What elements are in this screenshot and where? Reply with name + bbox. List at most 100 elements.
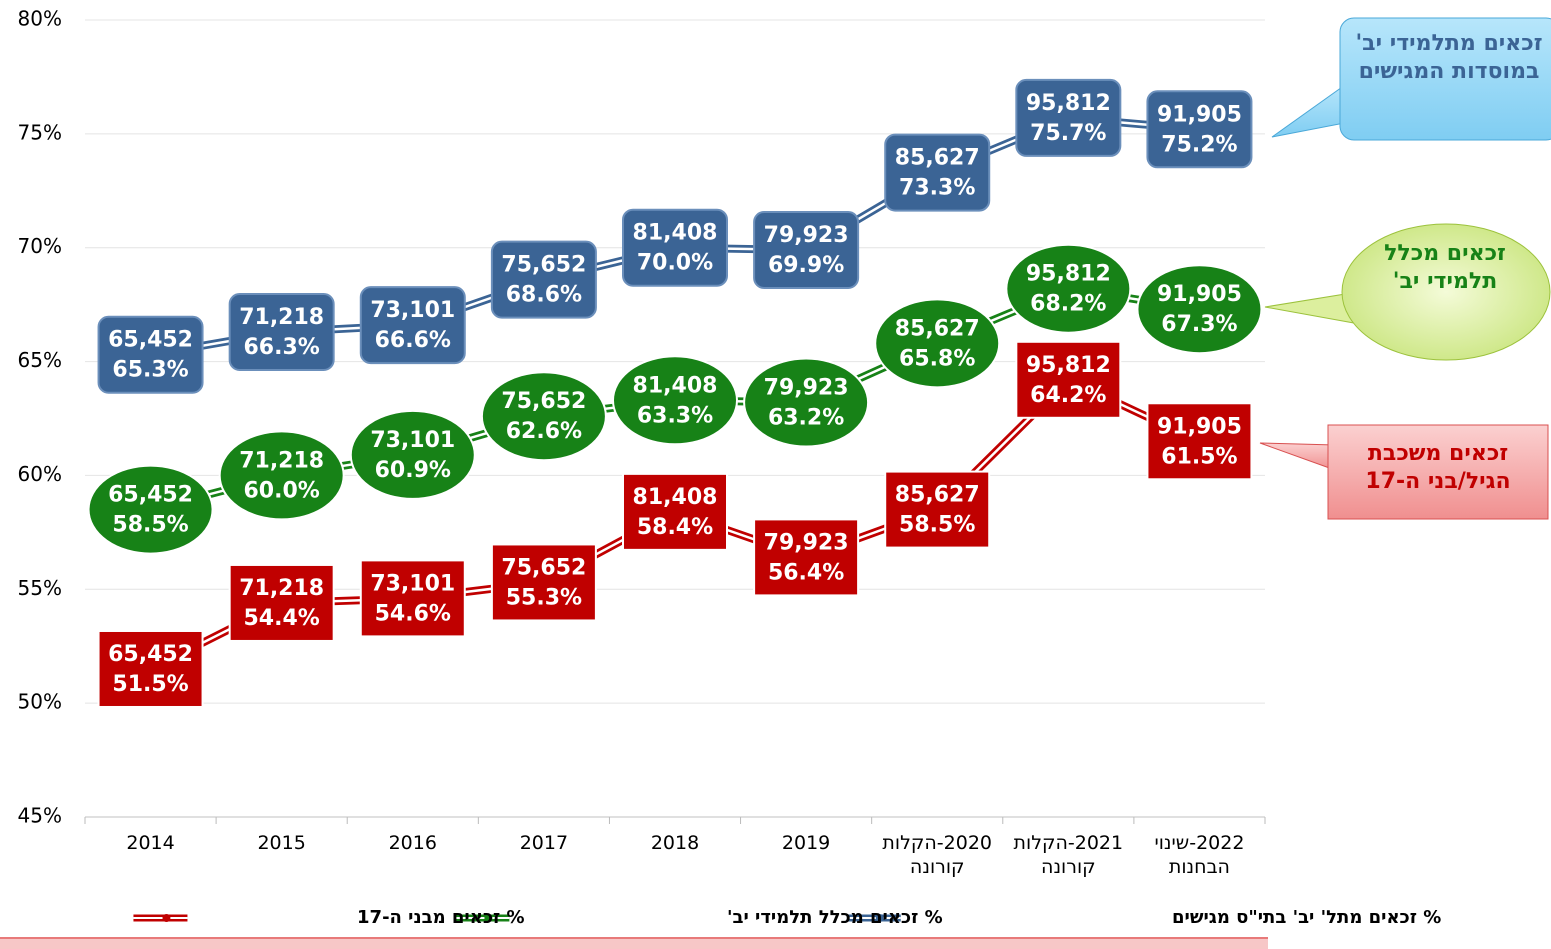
data-label-bg [97,629,204,708]
count-label: 95,812 [1026,262,1111,287]
callout-box [1339,17,1551,141]
count-label: 81,408 [633,373,718,398]
y-tick-label: 80% [18,7,62,31]
data-label: 66.3% [244,335,320,360]
count-label: 65,452 [108,328,193,353]
callout-box [1327,424,1549,520]
legend-label: % זכאים מבני ה-17 [357,907,525,928]
data-label-bg [884,470,991,549]
x-tick-label: 2019 [781,832,831,854]
data-label-bg [97,315,204,394]
count-label: 85,627 [895,146,980,171]
data-label: 68.2% [1030,292,1106,317]
count-label: 65,452 [108,642,193,667]
data-label-bg [1146,402,1253,481]
y-tick-label: 45% [18,804,62,828]
y-tick-label: 70% [18,234,62,258]
count-label: 75,652 [501,555,586,580]
data-label-bg [1015,340,1122,419]
x-tick-label-box: 2022-שינוי הבחנות [1154,832,1245,878]
data-label: 75.2% [1161,132,1237,157]
data-label: 62.6% [506,419,582,444]
data-label: 65.8% [899,346,975,371]
data-label: 60.9% [375,458,451,483]
legend-marker [875,914,884,922]
callout-box [1341,223,1551,361]
data-label: 63.2% [768,406,844,431]
legend-label: % זכאים מתל' יב' בתי"ס מגישים [1172,907,1441,928]
count-label: 73,101 [370,428,455,453]
count-label: 81,408 [633,485,718,510]
x-tick-label-box: 2016 [388,832,437,854]
data-label: 56.4% [768,560,844,585]
count-label: 95,812 [1026,91,1111,116]
data-label: 54.6% [375,601,451,626]
count-label: 65,452 [108,483,193,508]
annotation-box: זכאים מכלל תלמידי יב' [1384,241,1506,294]
count-label: 71,218 [239,448,324,473]
data-label: 67.3% [1161,312,1237,337]
annotation: זכאים מכלל תלמידי יב' [1384,241,1506,294]
data-label-bg [874,298,1001,389]
data-label-bg [359,286,466,365]
legend-label: % זכאים מכלל תלמידי יב' [727,907,943,928]
count-label: 79,923 [764,530,849,555]
count-label: 71,218 [239,576,324,601]
data-label-bg [753,518,860,597]
annotation: זכאים משכבת הגיל/בני ה-17 [1365,441,1511,494]
x-tick-label-box: 2019 [781,832,831,854]
callout-pointer [1259,442,1336,471]
x-tick-label: 2014 [126,832,175,854]
x-tick-label-box: 2021-הקלות קורונה [1013,832,1124,878]
data-label-bg [87,464,214,555]
data-label: 64.2% [1030,383,1106,408]
data-label-bg [490,240,597,319]
x-tick-label: 2016 [388,832,437,854]
x-tick-label-box: 2020-הקלות קורונה [882,832,992,878]
data-label: 61.5% [1161,444,1237,469]
y-tick-label: 50% [18,690,62,714]
data-label-bg [1005,243,1132,334]
x-tick-label: 2018 [650,832,700,854]
y-tick-label: 75% [18,120,62,144]
data-label-bg [1136,264,1263,355]
data-label: 55.3% [506,585,582,610]
legend-marker [484,914,493,922]
data-label-bg [480,371,607,462]
x-tick-label-box: 2015 [257,832,306,854]
data-label: 58.5% [899,513,975,538]
x-tick-label: 2017 [519,832,569,854]
y-tick-label: 60% [18,462,62,486]
data-label: 58.4% [637,515,713,540]
data-label: 69.9% [768,253,844,278]
data-label-bg [612,355,738,446]
x-tick-label: 2020-הקלות קורונה [882,832,992,878]
data-label: 60.0% [244,478,320,503]
data-label-bg [622,208,728,287]
count-label: 79,923 [764,223,849,248]
legend-marker [162,914,171,922]
count-label: 85,627 [895,483,980,508]
count-label: 71,218 [239,305,324,330]
data-label: 73.3% [899,176,975,201]
x-tick-label-box: 2017 [519,832,569,854]
data-label-bg [1146,90,1253,169]
x-tick-label-box: 2014 [126,832,175,854]
data-label-bg [218,430,345,521]
x-tick-label: 2022-שינוי הבחנות [1154,832,1245,878]
data-label-bg [359,559,466,638]
count-label: 91,905 [1157,282,1242,307]
data-label: 54.4% [244,606,320,631]
count-label: 85,627 [895,316,980,341]
count-label: 73,101 [370,571,455,596]
annotation-box: זכאים משכבת הגיל/בני ה-17 [1365,441,1511,494]
footer-band [0,937,1268,949]
data-label-bg [228,292,335,371]
x-tick-label: 2015 [257,832,306,854]
data-label: 63.3% [637,403,713,428]
count-label: 75,652 [501,253,586,278]
x-tick-label: 2021-הקלות קורונה [1013,832,1124,878]
count-label: 73,101 [370,298,455,323]
count-label: 91,905 [1157,102,1242,127]
y-tick-label: 55% [18,576,62,600]
